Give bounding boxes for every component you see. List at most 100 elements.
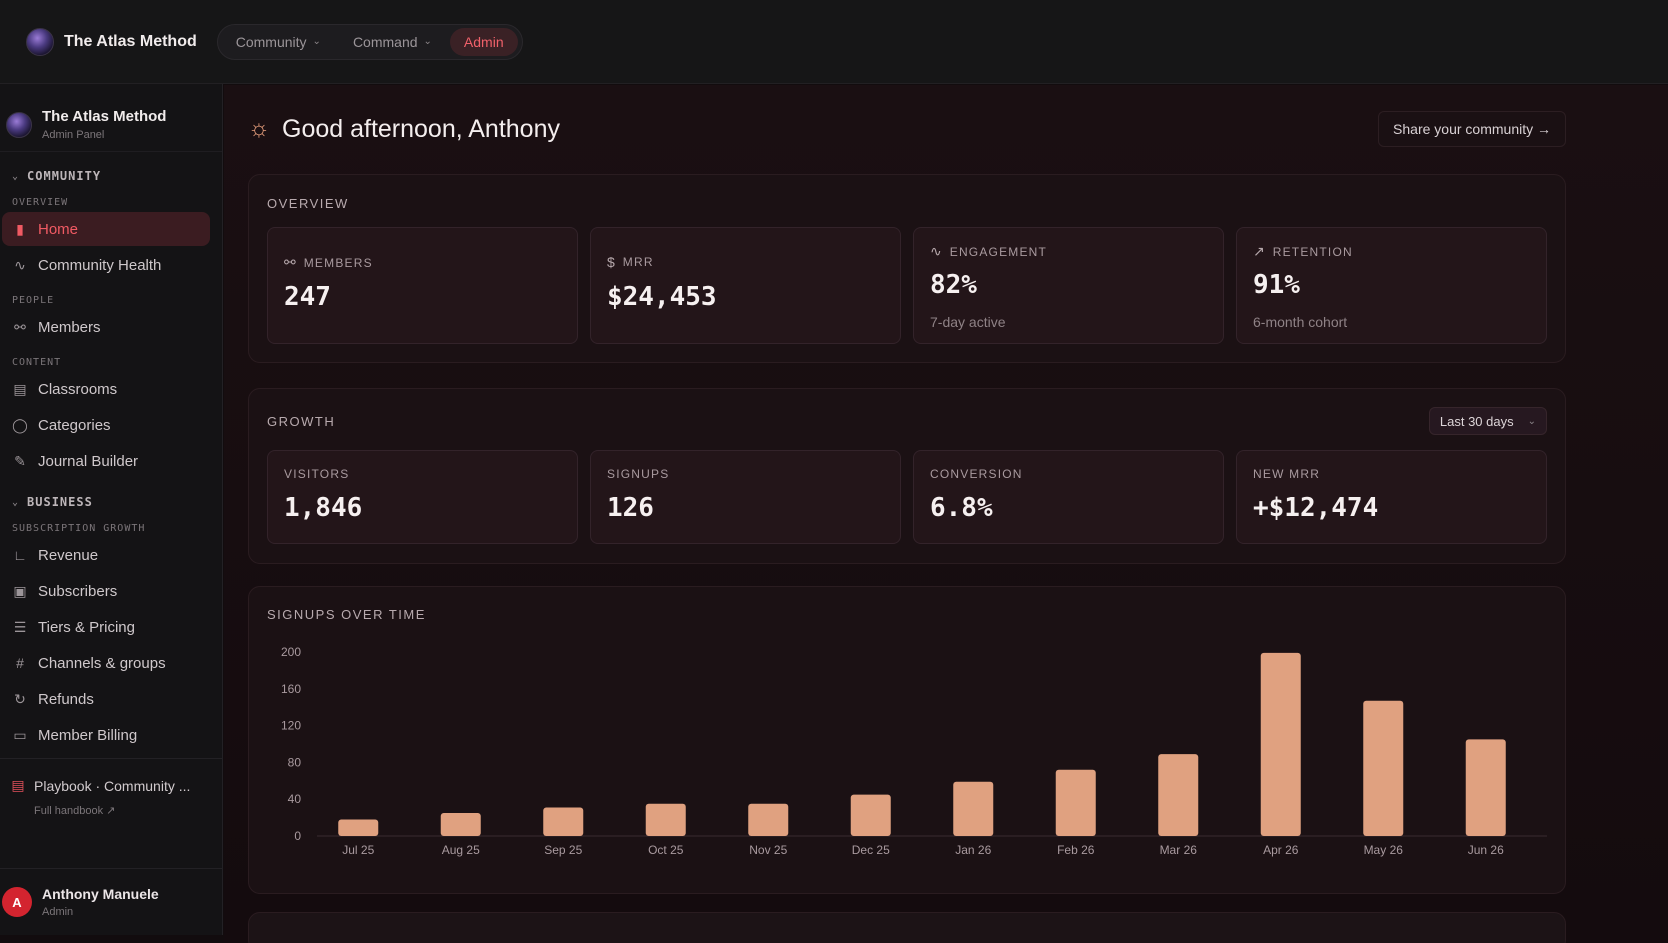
- full-handbook-link[interactable]: Full handbook ↗: [34, 805, 116, 817]
- playbook-link[interactable]: ▤ Playbook · Community ... Full handbook…: [0, 758, 222, 817]
- tag-icon: ◯: [12, 416, 28, 433]
- chart-bar[interactable]: [1465, 739, 1506, 836]
- engagement-value: 82%: [930, 270, 977, 300]
- overview-panel: OVERVIEW ⚯ MEMBERS 247 $ MRR $24,453 ∿: [248, 174, 1566, 363]
- section-community-label: COMMUNITY: [27, 169, 102, 183]
- x-tick-label: Jan 26: [955, 843, 991, 857]
- y-tick-label: 120: [281, 719, 301, 733]
- sidebar-item-label: Categories: [38, 416, 111, 434]
- sidebar-item-categories[interactable]: ◯ Categories: [2, 408, 210, 442]
- retention-sub: 6-month cohort: [1253, 314, 1348, 330]
- top-nav: Community ⌄ Command ⌄ Admin: [216, 23, 523, 60]
- share-community-button[interactable]: Share your community →: [1378, 111, 1566, 147]
- engagement-label: ∿ ENGAGEMENT: [930, 243, 1047, 260]
- sidebar-item-label: Revenue: [38, 546, 99, 564]
- section-business-toggle[interactable]: ⌄ BUSINESS: [0, 490, 222, 514]
- chart-bar[interactable]: [1260, 652, 1301, 836]
- chart-bar[interactable]: [1158, 754, 1199, 836]
- y-tick-label: 0: [294, 829, 301, 843]
- chart-bar[interactable]: [748, 803, 789, 836]
- date-range-value: Last 30 days: [1439, 413, 1514, 429]
- playbook-label: Playbook · Community ...: [34, 777, 191, 794]
- section-community-toggle[interactable]: ⌄ COMMUNITY: [0, 164, 222, 188]
- wallet-icon: ▣: [13, 582, 27, 599]
- engagement-sub: 7-day active: [930, 314, 1006, 330]
- card-label-text: ENGAGEMENT: [949, 244, 1048, 259]
- chart-bar[interactable]: [953, 781, 994, 836]
- conversion-label: CONVERSION: [930, 467, 1023, 481]
- x-tick-label: Dec 25: [852, 843, 890, 857]
- sidebar-item-community-health[interactable]: ∿ Community Health: [2, 248, 210, 282]
- members-value: 247: [284, 282, 331, 312]
- conversion-value: 6.8%: [930, 493, 993, 523]
- date-range-select[interactable]: Last 30 days ⌄: [1428, 407, 1547, 435]
- nav-community[interactable]: Community ⌄: [222, 28, 335, 56]
- signups-card[interactable]: SIGNUPS 126: [590, 450, 901, 544]
- sidebar-item-label: Classrooms: [38, 380, 118, 398]
- sidebar-item-label: Members: [38, 318, 101, 336]
- chart-bar[interactable]: [1363, 700, 1404, 836]
- signups-label: SIGNUPS: [607, 467, 670, 481]
- main-content: ☼ Good afternoon, Anthony Share your com…: [224, 85, 1668, 943]
- activity-icon: ∿: [930, 243, 942, 259]
- members-card[interactable]: ⚯ MEMBERS 247: [267, 227, 578, 344]
- sidebar-item-label: Tiers & Pricing: [38, 618, 135, 636]
- book-open-icon: ▤: [13, 380, 27, 397]
- sidebar-item-label: Member Billing: [38, 726, 138, 744]
- group-people: PEOPLE: [12, 294, 55, 306]
- sidebar-item-subscribers[interactable]: ▣ Subscribers: [2, 574, 210, 608]
- sidebar-item-channels-groups[interactable]: # Channels & groups: [2, 646, 210, 680]
- chevron-down-icon: ⌄: [12, 496, 20, 508]
- retention-card[interactable]: ↗ RETENTION 91% 6-month cohort: [1236, 227, 1547, 344]
- brand[interactable]: The Atlas Method: [26, 27, 197, 56]
- sidebar-item-label: Refunds: [38, 690, 94, 708]
- new-mrr-card[interactable]: NEW MRR +$12,474: [1236, 450, 1547, 544]
- credit-card-icon: ▭: [13, 726, 27, 743]
- mrr-card[interactable]: $ MRR $24,453: [590, 227, 901, 344]
- nav-command[interactable]: Command ⌄: [339, 28, 446, 56]
- bar-chart-icon: ▮: [16, 220, 24, 237]
- users-icon: ⚯: [284, 254, 296, 270]
- sidebar-item-member-billing[interactable]: ▭ Member Billing: [2, 718, 210, 752]
- chart-bar[interactable]: [543, 807, 584, 836]
- sidebar: The Atlas Method Admin Panel ⌄ COMMUNITY…: [0, 84, 223, 935]
- sidebar-item-refunds[interactable]: ↻ Refunds: [2, 682, 210, 716]
- avatar: A: [2, 887, 32, 917]
- x-tick-label: May 26: [1364, 843, 1404, 857]
- y-tick-label: 160: [281, 682, 301, 696]
- visitors-card[interactable]: VISITORS 1,846: [267, 450, 578, 544]
- sidebar-item-members[interactable]: ⚯ Members: [2, 310, 210, 344]
- mrr-label: $ MRR: [607, 254, 654, 270]
- user-profile[interactable]: A Anthony Manuele Admin: [0, 868, 222, 935]
- group-content: CONTENT: [12, 356, 62, 368]
- chart-bar[interactable]: [850, 794, 891, 836]
- users-icon: ⚯: [14, 318, 26, 335]
- overview-title: OVERVIEW: [267, 196, 349, 211]
- layers-icon: ☰: [13, 618, 27, 635]
- y-tick-label: 40: [288, 792, 302, 806]
- x-tick-label: Oct 25: [648, 843, 684, 857]
- chart-bar[interactable]: [1055, 769, 1096, 836]
- chart-bar[interactable]: [645, 803, 686, 836]
- engagement-card[interactable]: ∿ ENGAGEMENT 82% 7-day active: [913, 227, 1224, 344]
- y-tick-label: 200: [281, 645, 301, 659]
- chart-bar[interactable]: [338, 819, 379, 836]
- book-icon: ▤: [11, 777, 25, 793]
- sun-icon: ☼: [248, 115, 270, 142]
- sidebar-title: The Atlas Method: [42, 108, 167, 125]
- sidebar-item-classrooms[interactable]: ▤ Classrooms: [2, 372, 210, 406]
- sidebar-item-home[interactable]: ▮ Home: [2, 212, 210, 246]
- x-tick-label: Sep 25: [544, 843, 582, 857]
- y-tick-label: 80: [288, 755, 302, 769]
- card-label-text: RETENTION: [1272, 244, 1353, 259]
- conversion-card[interactable]: CONVERSION 6.8%: [913, 450, 1224, 544]
- sidebar-item-journal-builder[interactable]: ✎ Journal Builder: [2, 444, 210, 478]
- chart-bar[interactable]: [440, 813, 481, 836]
- sidebar-item-revenue[interactable]: ∟ Revenue: [2, 538, 210, 572]
- chart-title: SIGNUPS OVER TIME: [267, 607, 426, 622]
- sidebar-item-tiers-pricing[interactable]: ☰ Tiers & Pricing: [2, 610, 210, 644]
- nav-admin[interactable]: Admin: [449, 27, 518, 56]
- community-logo: [26, 27, 54, 56]
- group-subscription-growth: SUBSCRIPTION GROWTH: [12, 522, 146, 534]
- card-label-text: MEMBERS: [303, 255, 373, 270]
